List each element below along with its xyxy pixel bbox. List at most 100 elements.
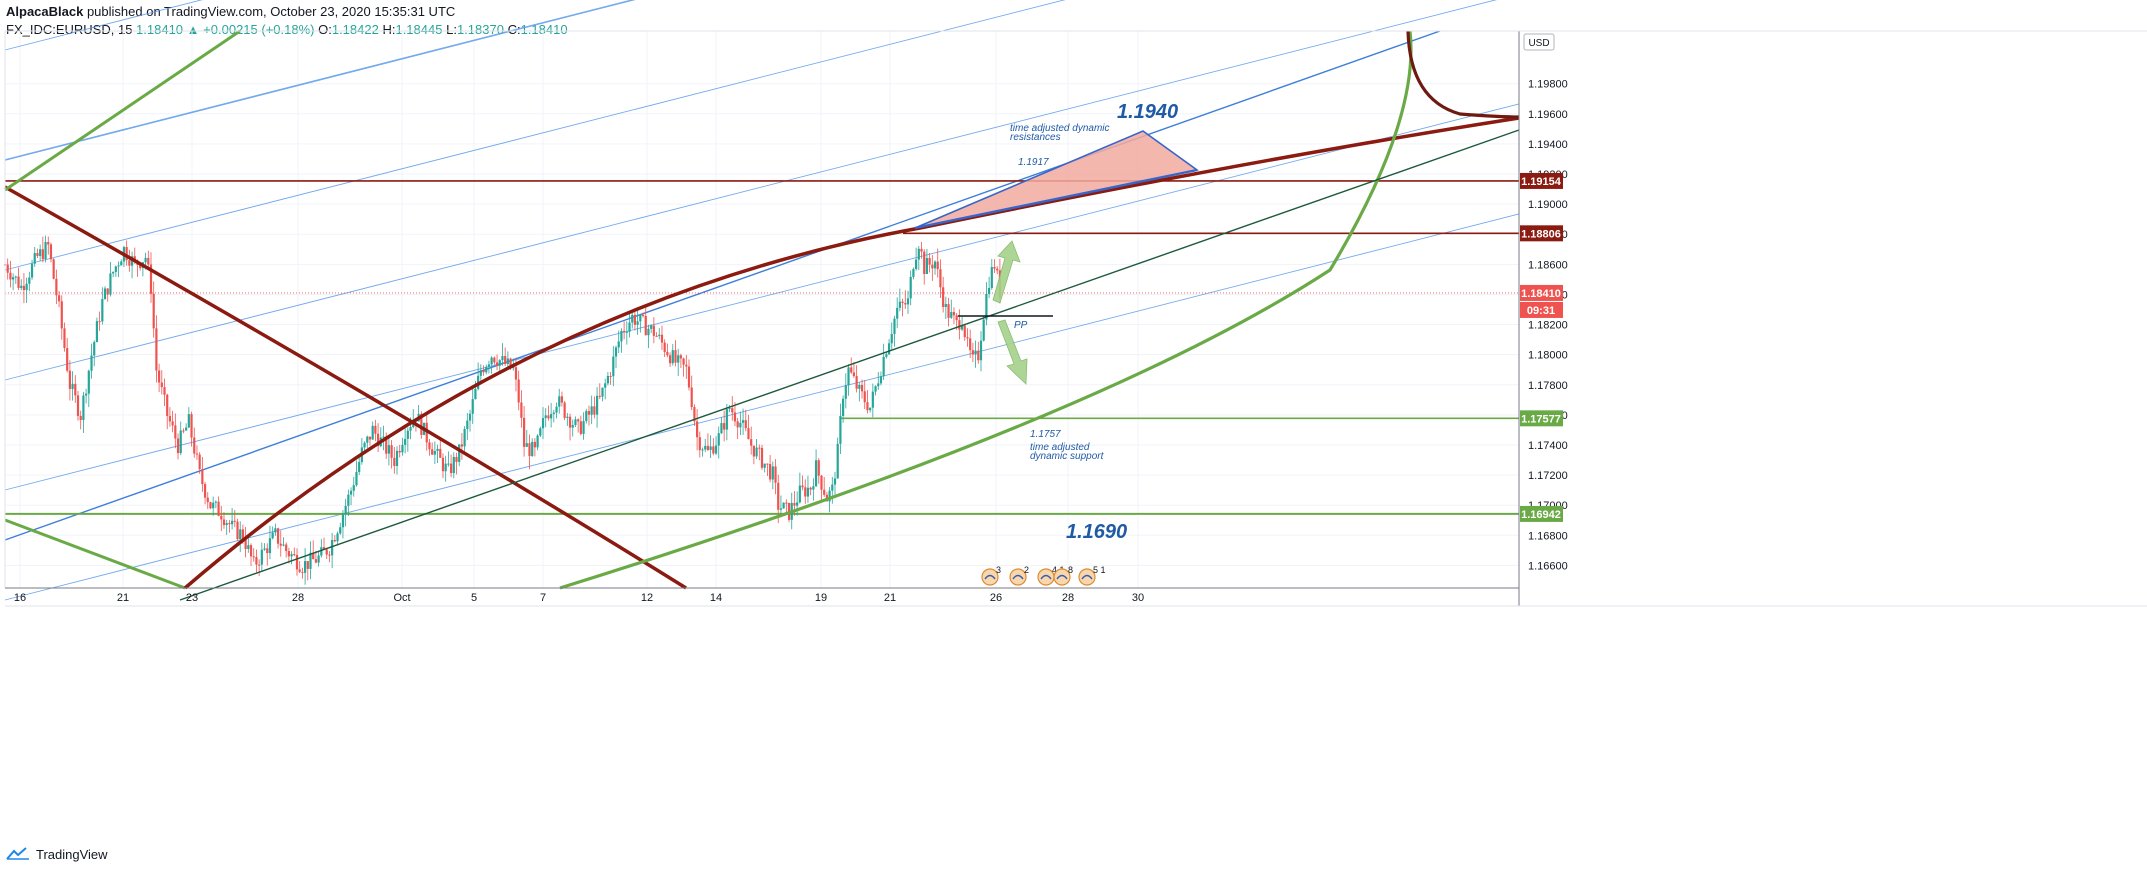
event-flag-stripe	[1012, 574, 1024, 580]
candle-body	[376, 433, 380, 447]
candle-body	[76, 395, 80, 416]
candle-body	[942, 287, 945, 307]
currency-box	[1523, 33, 1555, 51]
candle-body	[933, 261, 937, 269]
candle-body	[347, 494, 350, 506]
candle-body	[774, 466, 777, 483]
candle-body	[844, 385, 847, 399]
candle-body	[117, 265, 120, 267]
candle-body	[14, 276, 17, 278]
candle-body	[401, 444, 404, 453]
candle-body	[395, 450, 399, 467]
candle-body	[90, 355, 93, 371]
channel-line	[4, 213, 1520, 601]
candle-body	[896, 307, 899, 319]
candle-body	[309, 552, 312, 569]
event-badge: 8	[1053, 565, 1073, 586]
candle-body	[406, 430, 409, 439]
candle-body	[955, 315, 958, 321]
candle-body	[274, 528, 277, 533]
candle-body	[720, 423, 723, 434]
candle-body	[17, 276, 20, 288]
price-tag-label: 09:31	[1527, 305, 1555, 317]
candle-body	[990, 267, 993, 289]
annotation-text: resistances	[1010, 132, 1061, 143]
candle-body	[285, 544, 288, 552]
candle-body	[114, 266, 117, 272]
candle-body	[577, 419, 580, 422]
candle-body	[836, 443, 839, 479]
x-tick-label: 21	[884, 592, 896, 604]
trend-drawings-front[interactable]	[4, 29, 1520, 601]
candle-body	[693, 407, 696, 422]
candle-body	[952, 312, 956, 316]
footer-brand[interactable]: TradingView	[6, 846, 108, 862]
candle-body	[25, 283, 28, 291]
candle-body	[612, 356, 615, 377]
candle-body	[758, 447, 761, 449]
candle-body	[887, 343, 891, 355]
event-badge: 5 1	[1078, 565, 1106, 586]
candle-body	[731, 408, 734, 413]
candle-body	[533, 441, 536, 448]
candle-body	[247, 545, 250, 549]
candle-body	[504, 356, 507, 365]
candle-body	[595, 395, 599, 415]
annotation-text: time adjusted dynamic	[1010, 123, 1110, 134]
candle-body	[187, 414, 190, 428]
candle-body	[674, 350, 677, 363]
candle-body	[152, 293, 155, 329]
candle-body	[671, 350, 674, 364]
candle-body	[217, 501, 220, 516]
candle-body	[712, 446, 715, 454]
candle-body	[931, 264, 934, 269]
candle-body	[30, 263, 34, 278]
price-tag	[1520, 505, 1563, 522]
candle-body	[125, 247, 128, 261]
candle-body	[679, 355, 682, 359]
candle-body	[655, 335, 658, 337]
candle-body	[847, 367, 850, 386]
dynamic-support-arc	[559, 30, 1413, 590]
descending-arc	[4, 185, 687, 590]
candle-body	[917, 248, 920, 260]
candle-body	[249, 545, 253, 557]
down-arrow	[997, 319, 1028, 385]
candle-body	[855, 376, 858, 389]
candle-body	[560, 396, 564, 403]
low-label: L:	[446, 22, 457, 37]
candle-body	[49, 244, 53, 260]
candle-body	[501, 356, 504, 361]
candle-body	[201, 469, 204, 485]
y-tick-label: 1.17200	[1528, 470, 1568, 482]
trend-drawings-back	[4, 0, 1520, 601]
candle-body	[371, 425, 374, 440]
main-channel-line	[4, 30, 1441, 541]
y-tick-label: 1.18000	[1528, 350, 1568, 362]
candle-body	[331, 539, 334, 556]
candle-body	[6, 264, 9, 273]
event-flag-stripe	[1040, 574, 1052, 580]
y-tick-label: 1.19800	[1528, 79, 1568, 91]
event-badge: 3	[981, 565, 1001, 586]
candle-body	[598, 395, 601, 397]
candle-body	[258, 564, 261, 566]
candle-body	[20, 285, 23, 288]
candle-body	[514, 367, 518, 380]
candle-body	[866, 402, 869, 411]
candle-body	[601, 387, 604, 397]
candle-body	[517, 379, 520, 403]
candle-body	[939, 269, 942, 288]
candle-body	[63, 328, 66, 349]
candle-body	[493, 357, 496, 363]
candle-body	[68, 370, 71, 389]
annotation-text: time adjusted	[1030, 442, 1090, 453]
candle-body	[320, 547, 323, 556]
price-tag	[1520, 410, 1563, 427]
candle-body	[950, 312, 953, 318]
author-name[interactable]: AlpacaBlack	[6, 4, 84, 19]
candle-body	[587, 411, 591, 415]
chart-axes: 1.166001.168001.170001.172001.174001.176…	[4, 30, 2147, 607]
